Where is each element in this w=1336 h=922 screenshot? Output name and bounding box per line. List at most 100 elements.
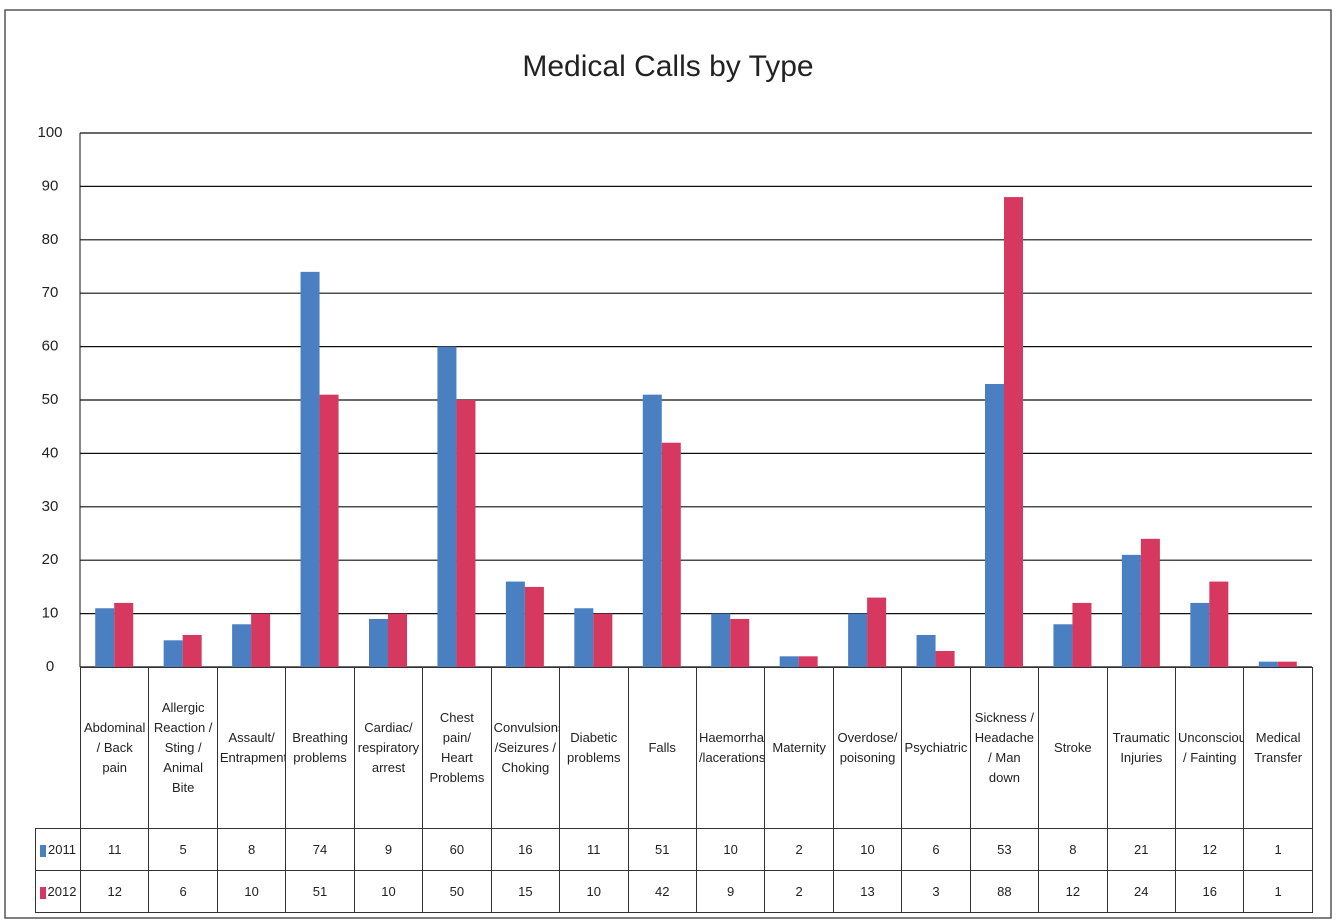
legend-swatch <box>39 886 46 899</box>
category-label: Abdominal / Back pain <box>79 667 150 829</box>
legend-label: 2012 <box>47 884 77 899</box>
category-label: Overdose/ poisoning <box>832 667 903 829</box>
table-value: 13 <box>832 870 903 913</box>
series-row: 2012 12 6 10 51 10 50 15 10 42 9 2 13 3 88 12 24 16 1 <box>35 870 1313 913</box>
bar <box>730 618 750 667</box>
bar <box>867 597 887 667</box>
table-value: 12 <box>1174 828 1245 871</box>
category-label: Traumatic Injuries <box>1106 667 1177 829</box>
category-label: Psychiatric <box>901 667 971 829</box>
category-label: Cardiac/ respiratory arrest <box>353 667 424 829</box>
table-value: 12 <box>1038 870 1108 913</box>
bar <box>1121 554 1141 667</box>
data-table: Abdominal / Back pain Allergic Reaction /… <box>35 667 1313 913</box>
bar <box>1072 602 1092 667</box>
table-value: 74 <box>285 828 355 871</box>
bar <box>232 624 252 667</box>
bar <box>711 613 731 667</box>
bar <box>251 613 271 667</box>
bar <box>388 613 407 667</box>
y-tick-label: 50 <box>42 391 59 408</box>
y-tick-label: 20 <box>42 551 59 568</box>
table-value: 8 <box>216 828 287 871</box>
bar <box>661 442 681 667</box>
category-label: Stroke <box>1038 667 1108 829</box>
table-value: 51 <box>627 828 697 871</box>
y-tick-label: 90 <box>42 177 59 194</box>
category-label: Allergic Reaction / Sting / Animal Bite <box>148 667 218 829</box>
bar <box>848 613 868 667</box>
category-label: Breathing problems <box>285 667 355 829</box>
table-value: 2 <box>764 870 834 913</box>
table-value: 50 <box>422 870 492 913</box>
table-value: 88 <box>969 870 1040 913</box>
table-value: 5 <box>148 828 218 871</box>
category-label: Chest pain/ Heart Problems <box>422 667 492 829</box>
bar <box>114 602 134 667</box>
table-value: 11 <box>79 828 150 871</box>
table-value: 42 <box>627 870 697 913</box>
bar <box>1190 602 1210 667</box>
bar <box>798 656 818 667</box>
legend-entry: 2012 <box>35 870 81 913</box>
category-label: Haemorrhage /lacerations <box>695 667 766 829</box>
bar <box>1053 624 1073 667</box>
table-value: 10 <box>353 870 424 913</box>
category-label: Maternity <box>764 667 834 829</box>
bar <box>1140 538 1160 667</box>
bar <box>369 618 388 667</box>
bar <box>916 634 936 667</box>
bar <box>437 346 457 667</box>
category-label: Unconscious / Fainting <box>1174 667 1245 829</box>
bar <box>456 400 476 667</box>
bar <box>1209 581 1229 667</box>
y-tick-label: 60 <box>42 338 59 355</box>
table-value: 16 <box>1174 870 1245 913</box>
bar <box>182 634 202 667</box>
bar <box>1004 197 1023 667</box>
y-tick-label: 80 <box>42 231 59 248</box>
table-value: 21 <box>1106 828 1177 871</box>
category-label: Assault/ Entrapment <box>216 667 287 829</box>
table-value: 15 <box>490 870 561 913</box>
category-label: Medical Transfer <box>1243 667 1313 829</box>
category-label: Diabetic problems <box>559 667 629 829</box>
y-tick-label: 10 <box>42 605 59 622</box>
y-tick-label: 100 <box>37 124 62 141</box>
legend-entry: 2011 <box>35 828 81 871</box>
table-value: 60 <box>422 828 492 871</box>
category-label: Convulsions /Seizures / Choking <box>490 667 561 829</box>
table-value: 1 <box>1243 828 1313 871</box>
bar <box>642 394 662 667</box>
table-value: 10 <box>832 828 903 871</box>
series-row: 2011 11 5 8 74 9 60 16 11 51 10 2 10 6 53 8 21 12 1 <box>35 828 1313 871</box>
table-value: 10 <box>559 870 629 913</box>
bar <box>95 608 115 667</box>
table-value: 2 <box>764 828 834 871</box>
table-value: 6 <box>148 870 218 913</box>
table-value: 8 <box>1038 828 1108 871</box>
bar <box>163 640 183 667</box>
chart-frame <box>4 9 1332 919</box>
category-label: Sickness / Headache / Man down <box>969 667 1040 829</box>
category-label: Falls <box>627 667 697 829</box>
table-value: 11 <box>559 828 629 871</box>
category-row: Abdominal / Back pain Allergic Reaction /… <box>36 667 1313 829</box>
bar <box>300 271 320 667</box>
table-value: 12 <box>79 870 150 913</box>
bar <box>319 394 339 667</box>
table-value: 1 <box>1243 870 1313 913</box>
table-value: 10 <box>695 828 766 871</box>
bar <box>1258 661 1278 667</box>
y-tick-label: 30 <box>42 498 59 515</box>
table-value: 10 <box>216 870 287 913</box>
chart-title: Medical Calls by Type <box>522 50 813 83</box>
table-value: 6 <box>901 828 971 871</box>
legend-swatch <box>40 844 47 857</box>
bar <box>1277 661 1297 667</box>
blank-cell <box>36 668 81 829</box>
y-tick-label: 40 <box>42 444 59 461</box>
table-value: 24 <box>1106 870 1177 913</box>
bar <box>524 586 544 667</box>
